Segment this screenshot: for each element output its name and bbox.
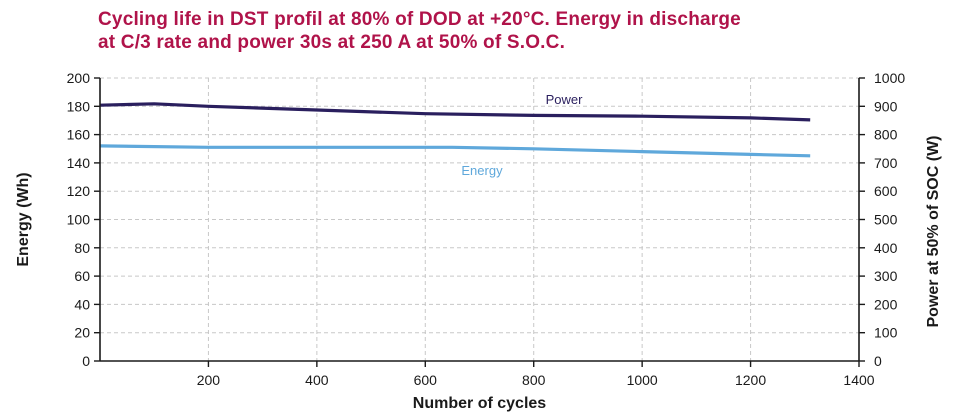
axes-layer xyxy=(94,77,865,367)
y2-tick-label: 400 xyxy=(874,240,898,256)
y-tick-label: 200 xyxy=(67,70,91,86)
y-tick-label: 140 xyxy=(67,155,91,171)
y-axis-title: Energy (Wh) xyxy=(15,172,32,266)
y-tick-label: 100 xyxy=(67,212,91,228)
grid-layer xyxy=(100,77,859,361)
y2-tick-label: 900 xyxy=(874,98,898,114)
y2-tick-label: 700 xyxy=(874,155,898,171)
chart-title: Cycling life in DST profil at 80% of DOD… xyxy=(98,8,938,54)
y-tick-label: 0 xyxy=(82,353,90,369)
chart-title-line-1: Cycling life in DST profil at 80% of DOD… xyxy=(98,9,741,30)
y2-tick-label: 1000 xyxy=(874,70,905,86)
x-tick-label: 600 xyxy=(414,372,438,388)
y2-tick-label: 100 xyxy=(874,325,898,341)
y-tick-label: 160 xyxy=(67,127,91,143)
y-tick-label: 40 xyxy=(74,296,90,312)
series-line-energy xyxy=(99,144,811,158)
y-tick-label: 80 xyxy=(74,240,90,256)
y2-axis-title: Power at 50% of SOC (W) xyxy=(925,135,942,327)
y2-tick-label: 0 xyxy=(874,353,882,369)
x-axis-title: Number of cycles xyxy=(413,395,546,412)
y2-tick-label: 300 xyxy=(874,268,898,284)
y-tick-label: 20 xyxy=(74,325,90,341)
y2-tick-label: 200 xyxy=(874,296,898,312)
series-label-energy: Energy xyxy=(461,163,503,178)
series-line-power xyxy=(99,102,811,122)
chart-title-line-2: at C/3 rate and power 30s at 250 A at 50… xyxy=(98,32,566,53)
x-tick-label: 200 xyxy=(197,372,221,388)
y2-tick-label: 800 xyxy=(874,127,898,143)
labels-layer: PowerEnergy02040608010012014016018020001… xyxy=(15,70,942,412)
x-tick-label: 800 xyxy=(522,372,546,388)
series-layer xyxy=(99,102,811,158)
y2-tick-label: 500 xyxy=(874,212,898,228)
y-tick-label: 120 xyxy=(67,183,91,199)
y2-tick-label: 600 xyxy=(874,183,898,199)
y-tick-label: 60 xyxy=(74,268,90,284)
series-label-power: Power xyxy=(546,92,584,107)
x-tick-label: 1000 xyxy=(627,372,658,388)
x-tick-label: 1400 xyxy=(843,372,874,388)
y-tick-label: 180 xyxy=(67,98,91,114)
x-tick-label: 1200 xyxy=(735,372,766,388)
x-tick-label: 400 xyxy=(305,372,329,388)
